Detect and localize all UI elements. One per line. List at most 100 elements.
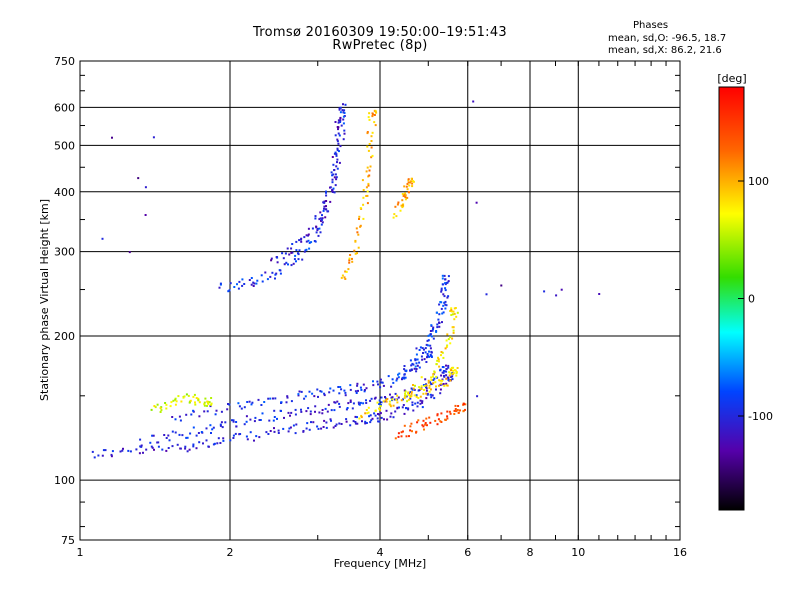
data-point	[396, 377, 399, 380]
data-point	[259, 419, 262, 421]
data-point	[260, 274, 263, 277]
data-point	[382, 384, 385, 387]
data-point	[439, 383, 442, 386]
data-point	[238, 280, 241, 283]
data-point	[426, 353, 429, 355]
data-point	[334, 134, 337, 137]
data-point	[335, 165, 338, 168]
data-point	[445, 368, 448, 370]
data-point	[344, 394, 347, 397]
data-point	[543, 290, 546, 293]
data-point	[445, 364, 447, 367]
data-point	[387, 375, 390, 378]
data-point	[184, 445, 187, 448]
data-point	[339, 386, 342, 388]
data-point	[452, 310, 455, 313]
data-point	[257, 398, 260, 401]
data-point	[436, 359, 439, 362]
colorbar-tick-label: 0	[748, 293, 755, 306]
data-point	[446, 296, 449, 299]
data-point	[323, 207, 325, 210]
data-point	[430, 351, 433, 354]
data-point	[378, 413, 381, 416]
data-point	[318, 227, 321, 230]
data-point	[336, 138, 339, 141]
data-point	[414, 365, 417, 368]
data-point	[438, 321, 440, 324]
data-point	[286, 396, 289, 399]
data-point	[338, 108, 341, 111]
data-point	[336, 147, 339, 150]
data-point	[457, 411, 460, 414]
data-point	[341, 109, 344, 112]
data-point	[405, 407, 407, 409]
data-point	[261, 280, 264, 283]
data-point	[372, 380, 374, 383]
x-axis-label: Frequency [MHz]	[334, 557, 426, 570]
data-point	[137, 177, 140, 180]
data-point	[432, 328, 434, 330]
data-point	[419, 395, 422, 398]
data-point	[451, 326, 454, 329]
data-point	[321, 412, 324, 415]
data-point	[310, 241, 313, 244]
data-point	[213, 442, 216, 445]
data-point	[374, 110, 377, 113]
data-point	[425, 417, 428, 420]
data-point	[246, 401, 249, 403]
data-point	[339, 117, 342, 120]
data-point	[426, 356, 428, 359]
data-point	[429, 333, 432, 336]
data-point	[383, 418, 385, 421]
data-point	[329, 387, 332, 390]
data-point	[316, 228, 319, 230]
data-point	[429, 381, 432, 384]
data-point	[252, 285, 255, 287]
data-point	[97, 454, 100, 457]
data-point	[186, 436, 189, 439]
data-point	[282, 427, 285, 430]
data-point	[366, 132, 369, 135]
data-point	[348, 259, 351, 262]
data-point	[440, 290, 443, 293]
data-point	[411, 182, 414, 185]
data-point	[294, 432, 297, 435]
data-point	[392, 216, 395, 219]
data-point	[241, 278, 244, 281]
data-point	[449, 379, 452, 382]
data-point	[424, 351, 427, 354]
data-point	[228, 403, 231, 406]
data-point	[270, 257, 273, 260]
data-point	[400, 435, 403, 438]
data-point	[339, 106, 342, 109]
data-point	[330, 171, 333, 174]
data-point	[434, 381, 437, 384]
data-point	[331, 178, 334, 181]
data-point	[178, 415, 181, 418]
data-point	[428, 350, 430, 353]
data-point	[453, 312, 456, 315]
data-point	[429, 393, 432, 396]
data-point	[451, 337, 454, 340]
data-point	[432, 379, 435, 382]
data-point	[410, 180, 412, 183]
data-point	[423, 385, 426, 387]
data-point	[412, 409, 415, 412]
data-point	[300, 410, 303, 413]
data-point	[436, 423, 439, 426]
data-point	[429, 347, 432, 350]
data-point	[309, 413, 312, 416]
data-point	[419, 399, 422, 402]
data-point	[440, 289, 443, 291]
data-point	[420, 376, 423, 379]
data-point	[410, 364, 413, 367]
data-point	[415, 362, 418, 365]
data-point	[320, 219, 323, 221]
data-point	[440, 307, 443, 310]
data-point	[298, 390, 301, 393]
data-point	[437, 418, 440, 421]
data-point	[442, 370, 445, 372]
data-point	[174, 397, 177, 400]
data-point	[404, 198, 407, 201]
